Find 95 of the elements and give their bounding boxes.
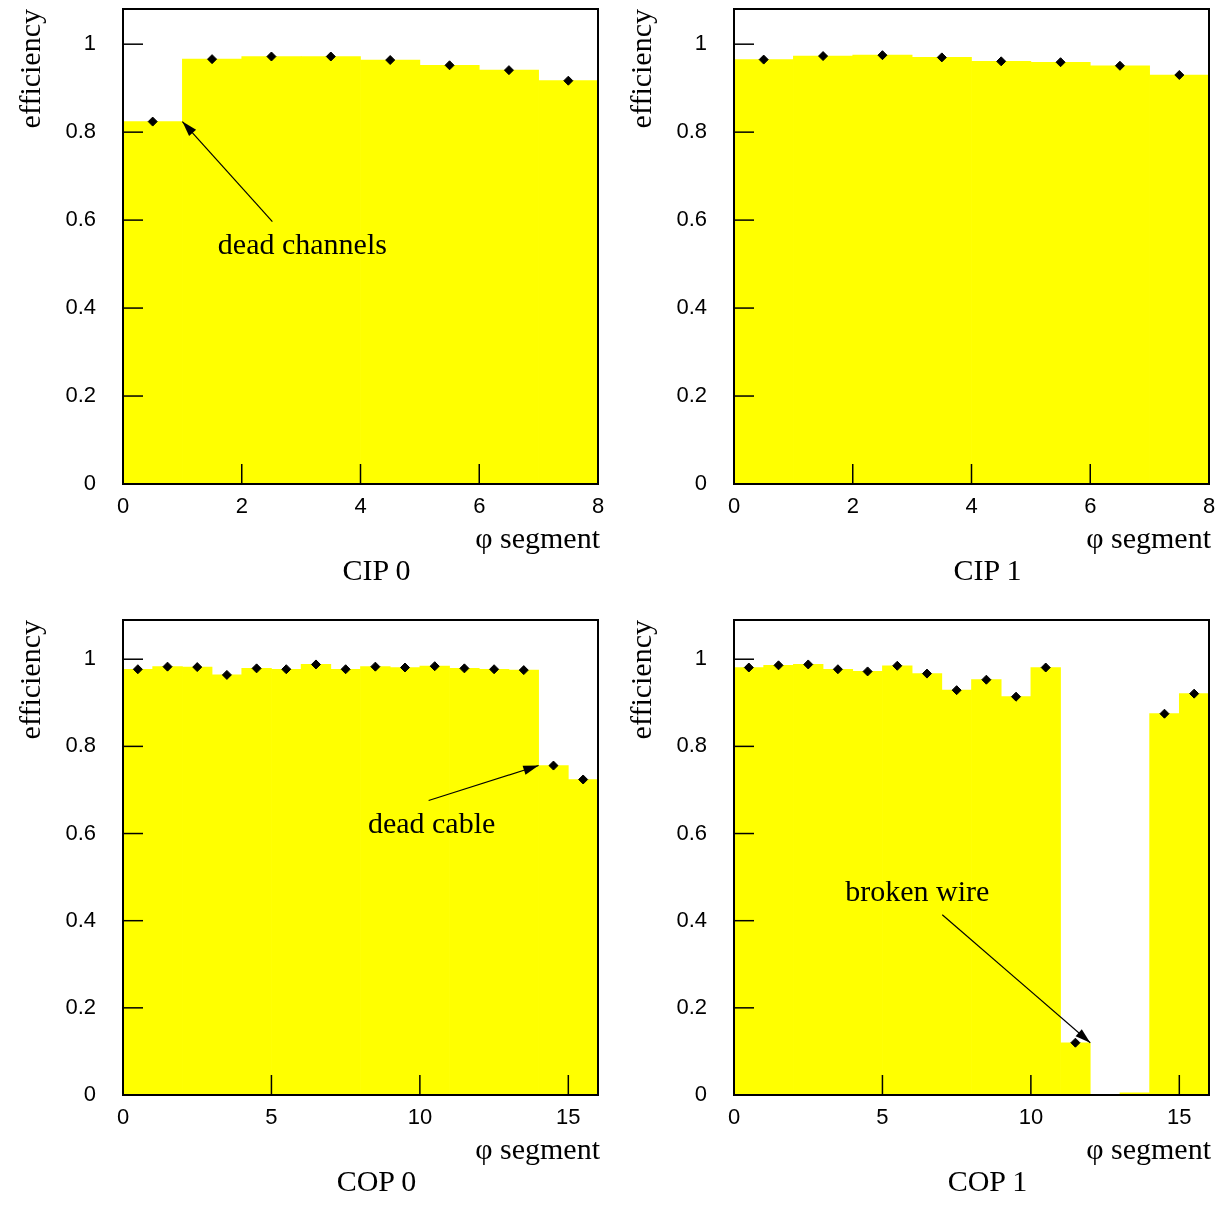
point: [578, 774, 589, 785]
x-tick-label: 5: [265, 1104, 278, 1130]
y-tick-label: 0.4: [676, 294, 707, 320]
point: [162, 661, 173, 672]
text: CIP 1: [953, 553, 1022, 586]
point: [1070, 1037, 1081, 1048]
y-tick-label: 0.6: [65, 819, 96, 845]
text: CIP 0: [342, 553, 411, 586]
y-tick-label: 0.4: [676, 906, 707, 932]
point: [773, 660, 784, 671]
y-tick-label: 1: [83, 30, 96, 56]
point: [548, 760, 559, 771]
x-tick-label: 10: [1018, 1104, 1044, 1130]
point: [832, 664, 843, 675]
y-tick-label: 0.8: [65, 732, 96, 758]
x-tick-label: 4: [354, 493, 367, 519]
x-axis-title: φ segment: [475, 1132, 601, 1165]
y-tick-label: 0.2: [65, 993, 96, 1019]
point: [221, 669, 232, 680]
point: [951, 685, 962, 696]
point: [251, 663, 262, 674]
point: [310, 659, 321, 670]
point: [444, 60, 455, 71]
point: [503, 65, 514, 76]
y-tick-label: 0.8: [676, 118, 707, 144]
y-tick-label: 0.4: [65, 906, 96, 932]
point: [385, 55, 396, 66]
point: [1011, 691, 1022, 702]
x-tick-label: 8: [1202, 493, 1216, 519]
x-tick-label: 15: [1167, 1104, 1192, 1130]
point: [892, 660, 903, 671]
point: [147, 116, 158, 127]
y-tick-label: 1: [694, 30, 707, 56]
y-axis-title: efficiency: [13, 620, 46, 740]
x-axis-title: φ segment: [1086, 521, 1212, 554]
annotation: dead channels: [217, 227, 387, 261]
y-tick-label: 0.8: [65, 118, 96, 144]
x-tick-label: 0: [116, 1104, 130, 1130]
text: COP 1: [947, 1164, 1028, 1197]
x-tick-label: 4: [965, 493, 978, 519]
x-tick-label: 15: [556, 1104, 581, 1130]
x-tick-label: 6: [1084, 493, 1097, 519]
point: [370, 661, 381, 672]
x-tick-label: 8: [591, 493, 605, 519]
point: [563, 75, 574, 86]
point: [1189, 688, 1200, 699]
y-tick-label: 0.2: [676, 993, 707, 1019]
x-tick-label: 2: [235, 493, 248, 519]
point: [400, 662, 411, 673]
point: [921, 668, 932, 679]
y-tick-label: 0.2: [676, 382, 707, 408]
point: [192, 662, 203, 673]
x-axis-title: φ segment: [475, 521, 601, 554]
point: [429, 661, 440, 672]
annotation: broken wire: [845, 873, 990, 907]
point: [1159, 708, 1170, 719]
point: [489, 664, 500, 675]
point: [325, 51, 336, 62]
x-tick-label: 0: [116, 493, 130, 519]
text: COP 0: [336, 1164, 417, 1197]
y-axis-title: efficiency: [624, 620, 657, 740]
y-axis-title: efficiency: [624, 9, 657, 129]
point: [207, 54, 218, 65]
point: [803, 659, 814, 670]
x-tick-label: 5: [876, 1104, 889, 1130]
point: [743, 662, 754, 673]
y-axis-title: efficiency: [13, 9, 46, 129]
x-tick-label: 0: [727, 493, 741, 519]
y-tick-label: 0.4: [65, 294, 96, 320]
point: [340, 664, 351, 675]
point: [1040, 662, 1051, 673]
x-tick-label: 2: [846, 493, 859, 519]
point: [981, 674, 992, 685]
y-tick-label: 0.6: [676, 206, 707, 232]
point: [518, 665, 529, 676]
y-tick-label: 0.6: [676, 819, 707, 845]
x-axis-title: φ segment: [1086, 1132, 1212, 1165]
x-tick-label: 0: [727, 1104, 741, 1130]
x-tick-label: 10: [407, 1104, 433, 1130]
point: [862, 666, 873, 677]
point: [266, 51, 277, 62]
y-tick-label: 0: [83, 1081, 96, 1107]
y-tick-label: 0.6: [65, 206, 96, 232]
y-tick-label: 0: [694, 1081, 707, 1107]
y-tick-label: 1: [83, 645, 96, 671]
y-tick-label: 0.8: [676, 732, 707, 758]
point: [281, 664, 292, 675]
point: [132, 664, 143, 675]
y-tick-label: 0: [694, 470, 707, 496]
point: [459, 663, 470, 674]
x-tick-label: 6: [473, 493, 486, 519]
y-tick-label: 0: [83, 470, 96, 496]
annotation: dead cable: [367, 806, 496, 840]
y-tick-label: 1: [694, 645, 707, 671]
y-tick-label: 0.2: [65, 382, 96, 408]
